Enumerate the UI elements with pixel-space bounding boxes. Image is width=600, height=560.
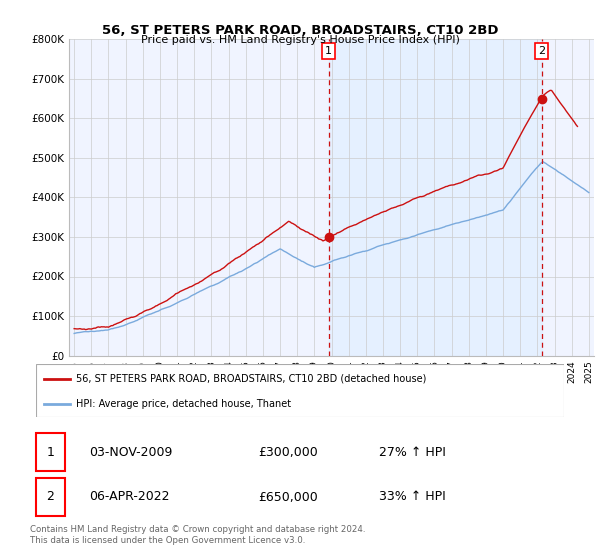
FancyBboxPatch shape: [36, 433, 65, 471]
Text: 2: 2: [46, 491, 54, 503]
Text: 56, ST PETERS PARK ROAD, BROADSTAIRS, CT10 2BD (detached house): 56, ST PETERS PARK ROAD, BROADSTAIRS, CT…: [76, 374, 426, 384]
Text: 33% ↑ HPI: 33% ↑ HPI: [379, 491, 446, 503]
Text: £300,000: £300,000: [258, 446, 317, 459]
Text: 03-NOV-2009: 03-NOV-2009: [89, 446, 172, 459]
Text: HPI: Average price, detached house, Thanet: HPI: Average price, detached house, Than…: [76, 399, 291, 409]
Text: £650,000: £650,000: [258, 491, 317, 503]
FancyBboxPatch shape: [36, 478, 65, 516]
Bar: [329, 39, 542, 356]
Text: 56, ST PETERS PARK ROAD, BROADSTAIRS, CT10 2BD: 56, ST PETERS PARK ROAD, BROADSTAIRS, CT…: [102, 24, 498, 36]
Text: 27% ↑ HPI: 27% ↑ HPI: [379, 446, 446, 459]
Text: 2: 2: [538, 46, 545, 56]
Text: 1: 1: [46, 446, 54, 459]
Text: 06-APR-2022: 06-APR-2022: [89, 491, 169, 503]
Text: Price paid vs. HM Land Registry's House Price Index (HPI): Price paid vs. HM Land Registry's House …: [140, 35, 460, 45]
Text: 1: 1: [325, 46, 332, 56]
Text: Contains HM Land Registry data © Crown copyright and database right 2024.
This d: Contains HM Land Registry data © Crown c…: [30, 525, 365, 545]
